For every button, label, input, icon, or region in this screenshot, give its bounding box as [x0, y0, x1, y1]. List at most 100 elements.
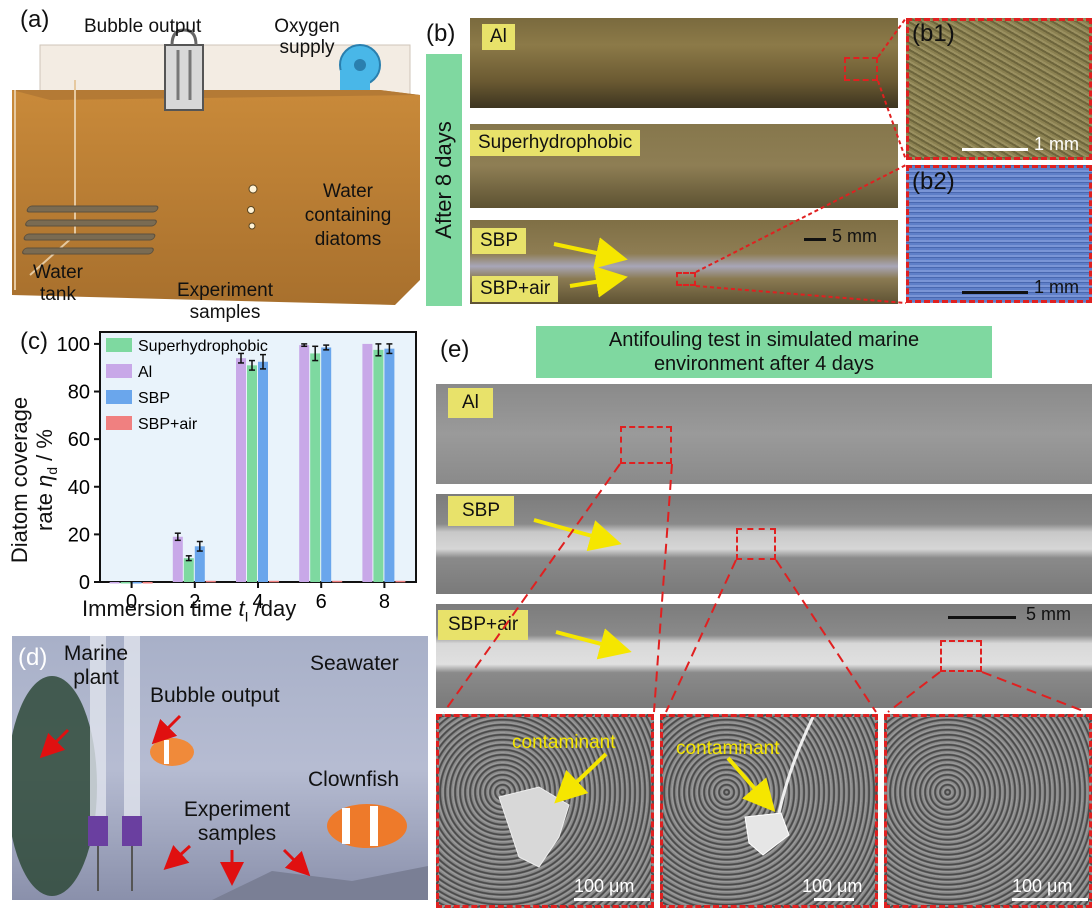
panel-d-label: (d)	[18, 644, 48, 671]
bar-sbpair-6	[332, 580, 343, 583]
legend-label: Al	[138, 364, 152, 381]
b1-scale-label: 1 mm	[1034, 134, 1079, 154]
e-al-zoom-box	[620, 426, 672, 464]
sbp-arrows	[553, 237, 628, 298]
bar-sbp-4	[258, 361, 268, 582]
bar-superhydrophobic-0	[120, 582, 131, 584]
bar-sbp-0	[131, 582, 142, 584]
legend-label: Superhydrophobic	[138, 338, 268, 355]
b1-label: (b1)	[912, 20, 955, 47]
bar-sbpair-4	[269, 580, 279, 583]
x-tick-label: 0	[126, 591, 137, 613]
bar-sbp-2	[194, 546, 205, 582]
x-tick-label: 8	[379, 591, 390, 613]
e-sbp-air-zoom-box	[940, 640, 982, 672]
b1-micrograph	[906, 18, 1092, 160]
y-tick-label: 60	[68, 429, 90, 451]
sem-sbp	[660, 714, 878, 908]
b-scale-bar	[804, 238, 826, 241]
bar-sbpair-8	[395, 580, 406, 583]
sem-scale-label-3: 100 μm	[1012, 876, 1073, 896]
e-sbp-strip-photo	[436, 494, 1092, 594]
bar-sbpair-0	[142, 582, 153, 584]
panel-e-label: (e)	[440, 336, 470, 363]
bar-al-2	[172, 536, 183, 582]
strip-label-sbp-air: SBP+air	[472, 276, 559, 302]
e-strip-label-al: Al	[448, 388, 493, 418]
sem-scale-bar-2	[814, 898, 854, 901]
sem-scale-bar-3	[1012, 898, 1088, 901]
d-samples-label: Experiment samples	[183, 798, 291, 845]
e-scale-bar	[948, 616, 1016, 619]
bar-superhydrophobic-4	[247, 365, 257, 582]
strip-label-sbp: SBP	[472, 228, 527, 254]
e-title-box: Antifouling test in simulated marine envi…	[536, 326, 992, 378]
bar-superhydrophobic-6	[310, 353, 321, 582]
e-sbp-zoom-box	[736, 528, 776, 560]
bar-al-0	[109, 582, 120, 584]
contaminant-cluster-1	[498, 786, 570, 868]
x-tick-label: 4	[252, 591, 263, 613]
sem-al	[436, 714, 654, 908]
legend-swatch	[106, 338, 132, 352]
legend-label: SBP	[138, 390, 170, 407]
contaminant-arrows	[554, 752, 776, 813]
y-tick-label: 80	[68, 382, 90, 404]
coverage-bar-chart: 0 20 40 60 80 100 0 2 4 6 8 Superhydrophobic Al SBP SB…	[57, 331, 417, 613]
legend-swatch	[106, 390, 132, 404]
bar-sbp-8	[384, 348, 395, 582]
strip-label-al: Al	[482, 24, 515, 50]
legend-label: SBP+air	[138, 416, 198, 433]
water-diatoms-label: Water containing diatoms	[304, 181, 392, 250]
samples-label: Experiment samples	[176, 280, 274, 323]
legend-swatch	[106, 364, 132, 378]
legend-swatch	[106, 416, 132, 430]
b-zoom-connectors	[695, 17, 907, 304]
b2-micrograph	[906, 165, 1092, 303]
sem-scale-bar-1	[574, 898, 650, 901]
al-strip-photo	[470, 18, 898, 108]
b1-zoom-box	[844, 57, 878, 81]
bar-superhydrophobic-8	[373, 349, 384, 582]
panel-a-label: (a)	[20, 6, 50, 33]
bar-superhydrophobic-2	[183, 558, 194, 582]
b2-label: (b2)	[912, 168, 955, 195]
marine-plant-label: Marine plant	[63, 642, 129, 689]
oxygen-supply-label: Oxygen supply	[274, 16, 340, 58]
c-xlabel: Immersion time tI /day	[82, 596, 297, 625]
contaminant-label-2: contaminant	[676, 738, 780, 759]
bar-sbp-6	[321, 347, 332, 582]
panel-c-label: (c)	[20, 328, 48, 355]
d-red-arrows	[39, 714, 311, 886]
bar-al-6	[299, 345, 310, 582]
x-tick-label: 2	[189, 591, 200, 613]
aquarium-scene	[12, 636, 428, 900]
sem-sbp-air	[884, 714, 1092, 908]
e-arrows-connectors	[443, 463, 1087, 713]
bar-al-8	[362, 343, 373, 582]
e-al-strip-photo	[436, 384, 1092, 484]
aquarium-photo	[12, 636, 428, 900]
bubble-output-label: Bubble output	[84, 16, 202, 37]
strip-label-superhydrophobic: Superhydrophobic	[470, 130, 641, 156]
y-tick-label: 100	[57, 334, 90, 356]
e-strip-label-sbp: SBP	[448, 496, 515, 526]
panel-b-label: (b)	[426, 20, 456, 47]
bar-al-4	[236, 358, 246, 582]
y-tick-label: 20	[68, 524, 90, 546]
b-scale-label: 5 mm	[832, 226, 877, 246]
clownfish-label: Clownfish	[308, 768, 400, 791]
water-tank-label: Water tank	[33, 262, 83, 305]
contaminant-cluster-2	[744, 717, 815, 856]
e-sbp-air-strip-photo	[436, 604, 1092, 708]
b2-scale-label: 1 mm	[1034, 277, 1079, 297]
contaminant-label-1: contaminant	[512, 732, 616, 753]
y-tick-label: 40	[68, 477, 90, 499]
d-bubble-output-label: Bubble output	[150, 684, 280, 707]
sem-scale-label-2: 100 μm	[802, 876, 863, 896]
y-tick-label: 0	[79, 572, 90, 594]
x-tick-label: 6	[316, 591, 327, 613]
after-days-box: After 8 days	[426, 54, 462, 306]
sem-scale-label-1: 100 μm	[574, 876, 635, 896]
e-scale-label: 5 mm	[1026, 604, 1071, 624]
